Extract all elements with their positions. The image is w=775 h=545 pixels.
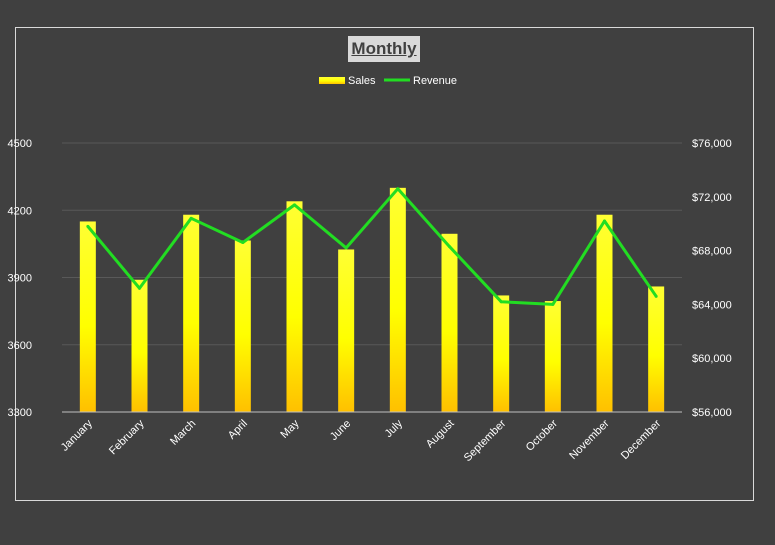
revenue-point-january: [86, 224, 90, 228]
bar-sales-may: [286, 201, 303, 412]
bar-sales-september: [493, 295, 510, 412]
revenue-point-may: [293, 203, 296, 207]
y-left-tick-label: 3900: [8, 273, 32, 285]
revenue-line-path: [86, 187, 658, 306]
revenue-point-july: [396, 187, 400, 191]
x-tick-label: September: [462, 417, 509, 464]
revenue-point-november: [603, 219, 606, 223]
axes: 3300 3600 3900 4200 4500 $56,000 $60,000 $64,00…: [8, 138, 732, 464]
x-tick-label: October: [524, 417, 560, 453]
y-left-tick-label: 3300: [8, 407, 32, 419]
legend: Sales Revenue: [319, 75, 457, 87]
revenue-point-september: [499, 300, 503, 304]
legend-sales-swatch: [319, 77, 345, 84]
x-tick-label: August: [424, 418, 457, 451]
revenue-point-march: [189, 216, 193, 220]
legend-sales-label: Sales: [348, 75, 376, 87]
revenue-point-february: [138, 286, 141, 290]
x-tick-label: July: [383, 417, 406, 440]
revenue-point-october: [551, 302, 555, 306]
sales-bars: [79, 187, 665, 412]
bar-sales-november: [596, 214, 613, 412]
revenue-point-december: [654, 294, 658, 298]
bar-sales-april: [234, 240, 251, 412]
bar-sales-october: [544, 301, 561, 412]
revenue-point-april: [241, 241, 245, 245]
x-tick-label: June: [328, 418, 353, 443]
bar-sales-january: [79, 221, 96, 412]
x-tick-label: May: [278, 417, 302, 441]
revenue-point-june: [344, 246, 348, 250]
legend-revenue-label: Revenue: [413, 75, 457, 87]
x-tick-label: March: [168, 418, 198, 448]
x-tick-label: November: [567, 417, 612, 462]
bar-sales-june: [338, 249, 355, 412]
chart-frame: [15, 27, 754, 501]
bar-sales-february: [131, 279, 148, 412]
bar-sales-august: [441, 233, 458, 412]
bar-sales-march: [183, 214, 200, 412]
revenue-point-august: [448, 245, 451, 249]
x-tick-label: April: [226, 418, 250, 442]
y-right-tick-label: $60,000: [692, 353, 732, 365]
y-left-tick-label: 3600: [8, 340, 32, 352]
revenue-line: [86, 187, 658, 306]
y-right-tick-label: $56,000: [692, 407, 732, 419]
chart-title: Monthly: [348, 36, 420, 62]
y-right-tick-label: $64,000: [692, 299, 732, 311]
y-right-tick-label: $68,000: [692, 246, 732, 258]
x-tick-label: January: [59, 417, 96, 454]
x-tick-label: February: [107, 417, 147, 457]
gridlines: [62, 142, 682, 346]
y-right-tick-label: $72,000: [692, 192, 732, 204]
y-right-tick-label: $76,000: [692, 138, 732, 150]
bar-sales-december: [648, 286, 665, 412]
bar-sales-july: [389, 187, 406, 412]
y-left-tick-label: 4500: [8, 138, 32, 150]
y-left-tick-label: 4200: [8, 205, 32, 217]
x-tick-label: December: [619, 417, 664, 462]
